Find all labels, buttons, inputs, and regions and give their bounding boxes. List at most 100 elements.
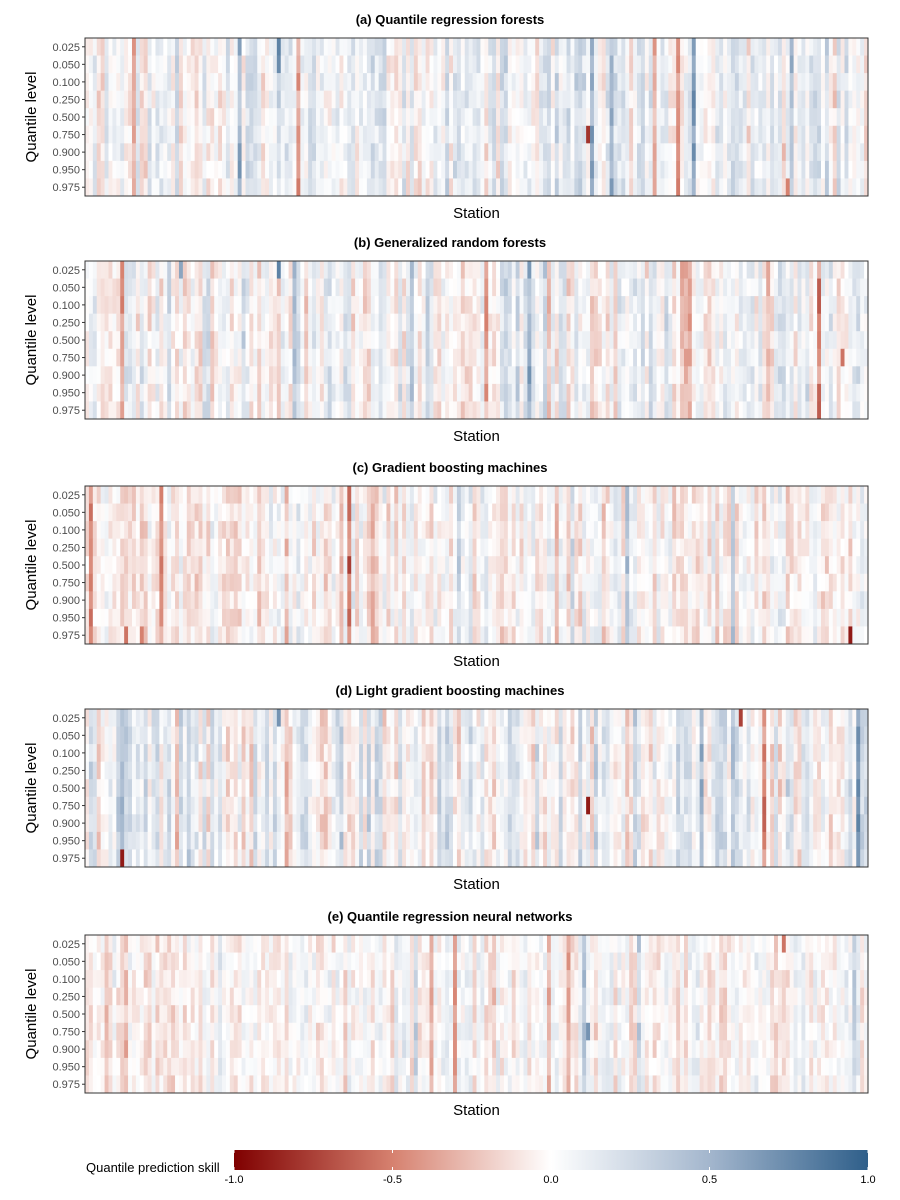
heatmap-cell bbox=[159, 55, 164, 74]
heatmap-cell bbox=[648, 73, 654, 92]
heatmap-cell bbox=[750, 383, 755, 402]
heatmap-cell bbox=[261, 401, 266, 420]
heatmap-cell bbox=[719, 486, 724, 504]
heatmap-panels: (a) Quantile regression forests0.0250.05… bbox=[23, 12, 869, 1119]
heatmap-cell bbox=[613, 383, 618, 402]
heatmap-cell bbox=[315, 486, 321, 504]
heatmap-cell bbox=[233, 521, 239, 540]
heatmap-cell bbox=[453, 383, 458, 402]
heatmap-cell bbox=[574, 538, 579, 557]
heatmap-cell bbox=[139, 573, 145, 592]
heatmap-cell bbox=[637, 160, 642, 179]
heatmap-cell bbox=[680, 556, 685, 575]
heatmap-cell bbox=[633, 90, 638, 109]
heatmap-cell bbox=[699, 261, 704, 279]
heatmap-cell bbox=[805, 73, 810, 92]
heatmap-cell bbox=[128, 331, 133, 350]
heatmap-cell bbox=[202, 296, 207, 315]
heatmap-cell bbox=[821, 521, 826, 540]
heatmap-cell bbox=[131, 538, 137, 557]
heatmap-cell bbox=[527, 108, 532, 127]
heatmap-cell bbox=[159, 383, 164, 402]
heatmap-cell bbox=[312, 125, 317, 144]
heatmap-cell bbox=[331, 348, 336, 367]
heatmap-cell bbox=[272, 401, 278, 420]
heatmap-cell bbox=[758, 143, 763, 162]
heatmap-cell bbox=[656, 556, 661, 575]
heatmap-cell bbox=[699, 366, 704, 385]
heatmap-cell bbox=[374, 296, 379, 315]
heatmap-cell bbox=[754, 90, 759, 109]
heatmap-cell bbox=[558, 538, 563, 557]
heatmap-cell bbox=[817, 313, 822, 332]
heatmap-cell bbox=[515, 55, 520, 74]
heatmap-cell bbox=[151, 401, 156, 420]
heatmap-cell bbox=[104, 313, 109, 332]
heatmap-cell bbox=[613, 261, 618, 279]
heatmap-cell bbox=[609, 556, 614, 575]
heatmap-cell bbox=[609, 261, 614, 279]
heatmap-cell bbox=[319, 261, 325, 279]
heatmap-cell bbox=[359, 38, 364, 56]
heatmap-cell bbox=[554, 38, 560, 56]
heatmap-cell bbox=[789, 503, 794, 522]
heatmap-cell bbox=[190, 486, 195, 504]
heatmap-cell bbox=[370, 55, 376, 74]
heatmap-cell bbox=[186, 383, 192, 402]
heatmap-cell bbox=[492, 331, 497, 350]
heatmap-cell bbox=[531, 366, 536, 385]
heatmap-cell bbox=[198, 90, 203, 109]
heatmap-cell bbox=[370, 178, 376, 197]
heatmap-cell bbox=[777, 348, 783, 367]
heatmap-cell bbox=[523, 573, 528, 592]
heatmap-cell bbox=[711, 125, 716, 144]
heatmap-cell bbox=[441, 278, 446, 297]
heatmap-cell bbox=[785, 521, 791, 540]
heatmap-cell bbox=[409, 348, 415, 367]
heatmap-cell bbox=[801, 383, 806, 402]
heatmap-cell bbox=[550, 125, 556, 144]
heatmap-cell bbox=[856, 278, 861, 297]
heatmap-cell bbox=[856, 331, 861, 350]
heatmap-cell bbox=[374, 503, 379, 522]
heatmap-cell bbox=[836, 178, 841, 197]
heatmap-cell bbox=[605, 73, 610, 92]
heatmap-cell bbox=[543, 261, 548, 279]
heatmap-cell bbox=[570, 521, 575, 540]
heatmap-cell bbox=[292, 503, 297, 522]
heatmap-cell bbox=[480, 73, 485, 92]
heatmap-cell bbox=[856, 538, 861, 557]
heatmap-cell bbox=[558, 108, 563, 127]
heatmap-cell bbox=[801, 90, 806, 109]
heatmap-cell bbox=[605, 591, 610, 610]
heatmap-cell bbox=[175, 143, 180, 162]
heatmap-cell bbox=[578, 331, 583, 350]
heatmap-cell bbox=[621, 383, 626, 402]
heatmap-cell bbox=[437, 73, 442, 92]
heatmap-cell bbox=[359, 178, 364, 197]
heatmap-cell bbox=[723, 503, 728, 522]
heatmap-cell bbox=[582, 178, 587, 197]
heatmap-cell bbox=[335, 591, 340, 610]
heatmap-cell bbox=[625, 38, 630, 56]
heatmap-cell bbox=[456, 296, 462, 315]
heatmap-cell bbox=[409, 90, 415, 109]
heatmap-cell bbox=[171, 401, 176, 420]
heatmap-cell bbox=[777, 538, 783, 557]
heatmap-cell bbox=[386, 556, 391, 575]
heatmap-cell bbox=[449, 521, 454, 540]
heatmap-cell bbox=[362, 538, 368, 557]
heatmap-cell bbox=[695, 125, 700, 144]
heatmap-cell bbox=[597, 503, 603, 522]
heatmap-cell bbox=[359, 591, 364, 610]
heatmap-cell bbox=[492, 178, 497, 197]
heatmap-cell bbox=[151, 348, 156, 367]
heatmap-cell bbox=[656, 73, 661, 92]
heatmap-cell bbox=[648, 38, 654, 56]
heatmap-cell bbox=[852, 38, 857, 56]
heatmap-cell bbox=[727, 538, 732, 557]
heatmap-cell bbox=[774, 55, 779, 74]
heatmap-cell bbox=[202, 348, 207, 367]
heatmap-cell bbox=[723, 160, 728, 179]
heatmap-cell bbox=[805, 108, 810, 127]
